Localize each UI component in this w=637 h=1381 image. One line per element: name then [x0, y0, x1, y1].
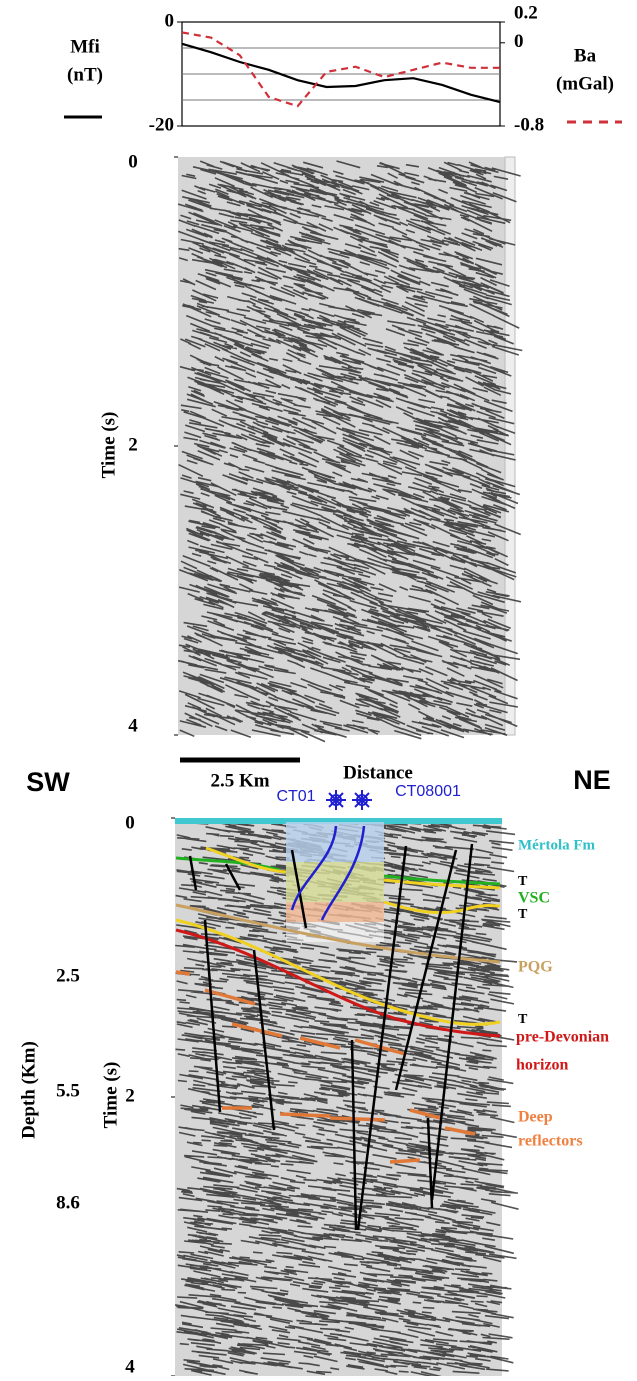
y-label: Time (s) [98, 412, 119, 479]
unit-label: PQG [518, 959, 553, 976]
unit-label: T [518, 874, 528, 889]
reflections [174, 821, 519, 1379]
y2-label-line: (mGal) [556, 73, 614, 94]
series-line [181, 42, 501, 104]
horizon [383, 900, 501, 915]
reflections [177, 160, 523, 743]
horizon [175, 928, 501, 1038]
mertola [175, 818, 502, 824]
y2-label-line: Ba [574, 45, 597, 66]
y-tick-label: 2 [128, 434, 138, 455]
unit-label: Deep [518, 1109, 553, 1126]
unit-label: horizon [516, 1057, 569, 1074]
scale-label: 2.5 Km [210, 770, 269, 791]
unit-label: VSC [518, 890, 550, 907]
horizon [175, 918, 501, 1026]
unit-label: pre-Devonian [516, 1029, 609, 1046]
well-symbols [326, 790, 372, 810]
depth-tick: 8.6 [56, 1192, 80, 1213]
depth-label: Depth (Km) [18, 1041, 39, 1139]
seismic-section [177, 156, 523, 743]
unit-label: T [518, 907, 528, 922]
well-label: CT08001 [395, 783, 461, 800]
horizon [205, 846, 501, 890]
horizon [175, 903, 501, 964]
fault [188, 843, 474, 1231]
unit-label: T [518, 1012, 528, 1027]
unit-label: Mértola Fm [518, 837, 596, 853]
direction: SW [26, 767, 70, 797]
depth-tick: 5.5 [56, 1080, 80, 1101]
interpretation [175, 818, 502, 1231]
x-label: Distance [343, 762, 413, 783]
y-tick-label: 0 [165, 10, 175, 31]
y-label: Time (s) [100, 1062, 121, 1129]
well-label: CT01 [276, 788, 315, 805]
depth-tick: 2.5 [56, 965, 80, 986]
y-tick-label: 4 [128, 715, 138, 736]
y-tick-label: 0 [128, 151, 138, 172]
y-tick-label: -20 [149, 114, 174, 135]
y-label-line: Mfi [70, 36, 100, 57]
section-edge [504, 156, 516, 736]
direction: NE [573, 765, 611, 795]
series-line [181, 31, 500, 108]
y2-tick-label: 0.2 [514, 2, 538, 23]
well-zone [286, 902, 384, 922]
well-track [290, 825, 366, 921]
y-tick-label: 2 [125, 1085, 135, 1106]
horizon [175, 856, 501, 886]
y-label-line: (nT) [67, 64, 103, 85]
y-tick-label: 0 [125, 812, 135, 833]
y2-tick-label: 0 [514, 31, 524, 52]
unit-label: reflectors [518, 1133, 583, 1150]
y2-tick-label: -0.8 [514, 114, 544, 135]
y-tick-label: 4 [125, 1356, 135, 1376]
